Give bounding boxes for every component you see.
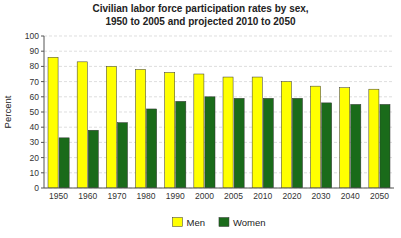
y-tick-label: 70 — [30, 77, 40, 87]
bar — [48, 57, 58, 188]
title: Civilian labor force participation rates… — [92, 3, 308, 14]
bar — [194, 74, 204, 188]
bar — [176, 101, 186, 188]
y-tick-label: 90 — [30, 46, 40, 56]
legend-swatch — [172, 218, 182, 227]
x-tick-label: 1950 — [49, 191, 68, 201]
bar — [380, 104, 390, 188]
grid-line — [44, 81, 394, 82]
x-tick-label: 2050 — [370, 191, 389, 201]
y-tick-label: 0 — [34, 183, 39, 193]
bar — [147, 109, 157, 188]
bar — [59, 138, 69, 188]
bar — [88, 130, 98, 188]
y-tick-label: 50 — [30, 107, 40, 117]
legend: Men Women — [172, 217, 265, 228]
bar — [234, 98, 244, 188]
y-tick-label: 100 — [25, 31, 39, 41]
bar — [252, 77, 262, 188]
y-tick-label: 80 — [30, 61, 40, 71]
bar — [165, 72, 175, 188]
bar — [223, 77, 233, 188]
x-tick-label: 1970 — [107, 191, 126, 201]
grid-line — [44, 51, 394, 52]
grid-line — [44, 36, 394, 37]
y-tick-label: 30 — [30, 137, 40, 147]
legend-swatch — [219, 218, 229, 227]
x-tick-label: 1980 — [137, 191, 156, 201]
chart: Civilian labor force participation rates… — [0, 0, 401, 238]
x-tick-label: 2030 — [312, 191, 331, 201]
y-tick-label: 10 — [30, 168, 40, 178]
y-tick-label: 40 — [30, 122, 40, 132]
grid — [44, 36, 394, 188]
grid-line — [44, 66, 394, 67]
chart-container: Civilian labor force participation rates… — [0, 0, 401, 238]
x-tick-label: 1960 — [78, 191, 97, 201]
bar — [77, 62, 87, 188]
x-tick-label: 1990 — [166, 191, 185, 201]
y-axis-label: Percent — [2, 95, 13, 128]
bar — [117, 123, 127, 188]
bar — [106, 66, 116, 188]
legend-label: Women — [233, 217, 266, 228]
bar — [281, 82, 291, 188]
bar — [292, 98, 302, 188]
bar — [351, 104, 361, 188]
bar — [263, 98, 273, 188]
x-axis: 1950 1960 1970 1980 1990 2000 2005 2010 2020 2030… — [49, 191, 389, 201]
x-tick-label: 2010 — [253, 191, 272, 201]
x-tick-label: 2005 — [224, 191, 243, 201]
y-axis: 0 10 20 30 40 50 60 70 80 90 100 — [25, 31, 44, 193]
bar — [205, 97, 215, 188]
x-axis-line — [44, 188, 394, 189]
bars — [48, 57, 390, 188]
bar — [322, 103, 332, 188]
x-tick-label: 2000 — [195, 191, 214, 201]
bar — [369, 89, 379, 188]
x-tick-label: 2020 — [282, 191, 301, 201]
bar — [311, 86, 321, 188]
bar — [136, 69, 146, 188]
grid-line — [44, 188, 394, 189]
y-tick-label: 60 — [30, 92, 40, 102]
bar — [340, 88, 350, 188]
y-axis-line — [44, 36, 45, 188]
subtitle: 1950 to 2005 and projected 2010 to 2050 — [105, 16, 296, 27]
legend-label: Men — [186, 217, 204, 228]
y-tick-label: 20 — [30, 153, 40, 163]
x-tick-label: 2040 — [341, 191, 360, 201]
